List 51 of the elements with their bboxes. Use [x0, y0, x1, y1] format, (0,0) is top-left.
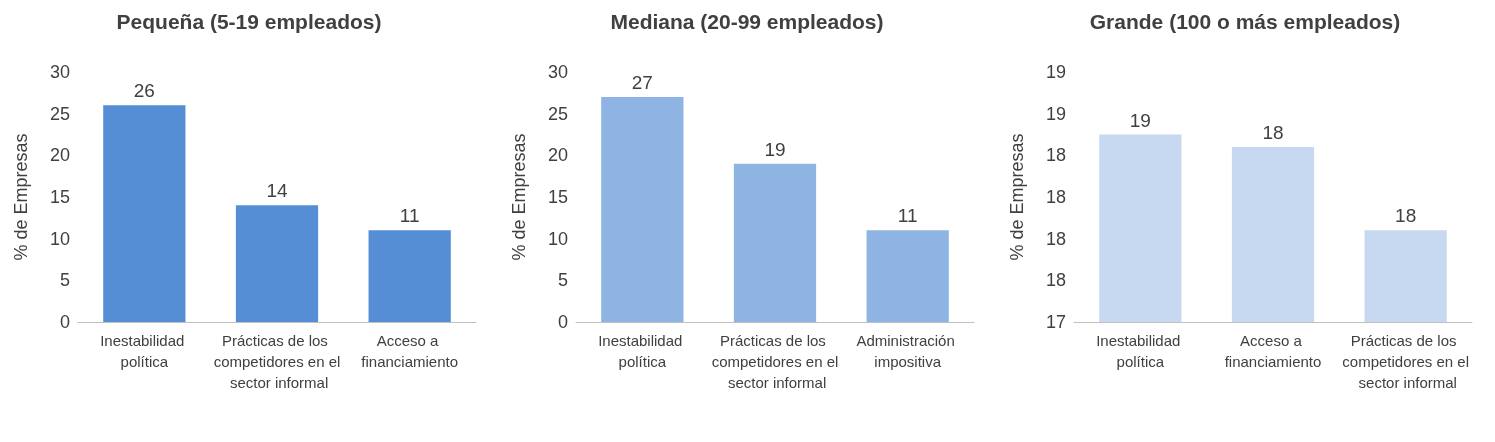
bar — [866, 230, 949, 322]
y-tick-label: 17 — [1045, 312, 1066, 332]
y-tick-label: 0 — [557, 312, 568, 332]
bar — [368, 230, 451, 322]
chart-title: Mediana (20-99 empleados) — [610, 10, 884, 33]
y-tick-label: 10 — [547, 228, 568, 249]
y-tick-label: 15 — [49, 187, 70, 207]
y-tick-label: 18 — [1045, 270, 1066, 291]
y-axis-title: % de Empresas — [11, 133, 31, 261]
data-label: 19 — [1129, 109, 1151, 131]
y-tick-label: 18 — [1045, 187, 1066, 207]
data-label: 26 — [133, 80, 155, 102]
bar — [601, 97, 684, 322]
data-label: 27 — [631, 72, 653, 93]
x-tick-label: Prácticas de los competidores en el sector informal — [213, 332, 341, 391]
y-tick-label: 25 — [49, 103, 70, 124]
y-tick-label: 5 — [557, 270, 568, 291]
chart-title: Pequeña (5-19 empleados) — [116, 10, 382, 33]
y-tick-label: 19 — [1045, 62, 1066, 82]
y-tick-label: 18 — [1045, 228, 1066, 249]
y-axis-title: % de Empresas — [1007, 133, 1027, 261]
y-tick-label: 15 — [547, 187, 568, 207]
x-tick-label: Inestabilidad política — [1096, 332, 1185, 370]
bar — [733, 163, 817, 322]
y-tick-label: 19 — [1045, 103, 1066, 124]
data-label: 18 — [1262, 122, 1284, 143]
chart-title: Grande (100 o más empleados) — [1089, 10, 1401, 33]
y-tick-label: 20 — [49, 145, 70, 166]
x-tick-label: Prácticas de los competidores en el sector informal — [711, 332, 839, 391]
x-tick-label: Inestabilidad política — [598, 332, 687, 370]
x-tick-label: Acceso a financiamiento — [1224, 332, 1322, 370]
y-tick-label: 20 — [547, 145, 568, 166]
y-tick-label: 10 — [49, 228, 70, 249]
data-label: 18 — [1395, 205, 1417, 227]
x-tick-label: Administración impositiva — [856, 332, 959, 370]
y-axis-title: % de Empresas — [509, 133, 529, 261]
data-label: 14 — [266, 180, 288, 202]
data-label: 19 — [764, 138, 786, 160]
y-tick-label: 0 — [59, 312, 70, 332]
x-tick-label: Acceso a financiamiento — [361, 332, 459, 370]
x-tick-label: Inestabilidad política — [100, 332, 189, 370]
y-tick-label: 18 — [1045, 145, 1066, 166]
bar — [103, 105, 186, 322]
x-tick-label: Prácticas de los competidores en el sector informal — [1342, 332, 1470, 391]
data-label: 11 — [897, 205, 918, 227]
data-label: 11 — [399, 205, 420, 227]
bar — [235, 205, 319, 322]
y-tick-label: 30 — [547, 62, 568, 82]
y-tick-label: 25 — [547, 103, 568, 124]
y-tick-label: 30 — [49, 62, 70, 82]
y-tick-label: 5 — [59, 270, 70, 291]
